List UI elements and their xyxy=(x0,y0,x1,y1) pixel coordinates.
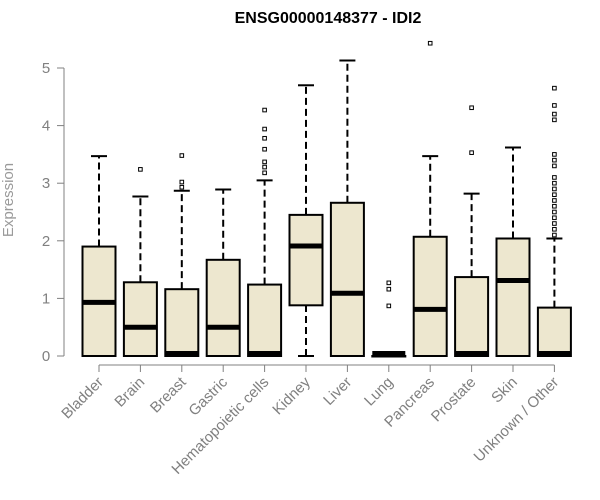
box-hematopoietic-cells xyxy=(247,107,283,357)
outlier-point xyxy=(262,146,267,152)
y-axis: 0 1 2 3 4 5 xyxy=(42,60,65,365)
box-iqr xyxy=(536,306,572,357)
outlier-point xyxy=(262,107,267,113)
y-tick-label: 2 xyxy=(42,233,50,250)
outlier-point xyxy=(552,215,557,221)
outlier-point xyxy=(179,179,185,185)
outlier-point xyxy=(262,135,267,141)
outlier-point xyxy=(469,105,474,111)
box-iqr xyxy=(288,213,324,307)
x-tick-label: Breast xyxy=(147,373,190,416)
outlier-point xyxy=(386,280,392,286)
outlier-point xyxy=(262,170,267,176)
outlier-point xyxy=(552,175,557,180)
box-iqr xyxy=(495,237,531,357)
outlier-point xyxy=(552,232,557,238)
outlier-point xyxy=(262,159,267,165)
outlier-point xyxy=(552,192,557,198)
outlier-point xyxy=(552,85,557,91)
outlier-point xyxy=(552,117,557,123)
outlier-point xyxy=(552,203,557,209)
box-unknown-other xyxy=(536,85,572,357)
outlier-point xyxy=(552,152,557,157)
outlier-point xyxy=(552,186,557,192)
box-iqr xyxy=(454,276,490,358)
box-iqr xyxy=(371,355,407,358)
outlier-point xyxy=(386,303,392,309)
outlier-point xyxy=(179,153,185,158)
box-bladder xyxy=(81,155,117,357)
outlier-point xyxy=(552,163,557,169)
x-tick-label: Prostate xyxy=(428,374,480,426)
outlier-point xyxy=(386,286,392,292)
y-tick-label: 5 xyxy=(42,60,50,77)
x-tick-label: Liver xyxy=(320,374,355,409)
outlier-point xyxy=(552,198,557,203)
box-prostate xyxy=(454,105,490,358)
outlier-point xyxy=(138,167,143,172)
box-lung xyxy=(371,280,407,358)
box-liver xyxy=(329,59,365,357)
box-iqr xyxy=(329,201,365,357)
box-iqr xyxy=(205,258,241,358)
outlier-point xyxy=(469,150,474,155)
box-pancreas xyxy=(412,40,448,358)
outlier-point xyxy=(262,126,267,132)
box-iqr xyxy=(164,288,200,357)
y-tick-label: 3 xyxy=(42,175,50,192)
x-tick-label: Skin xyxy=(488,374,521,407)
y-tick-label: 1 xyxy=(42,290,50,307)
outlier-point xyxy=(552,103,557,108)
outlier-point xyxy=(552,180,557,186)
box-kidney xyxy=(288,84,324,357)
outlier-point xyxy=(552,157,557,163)
outlier-point xyxy=(552,221,557,226)
outlier-point xyxy=(552,226,557,232)
x-tick-label: Lung xyxy=(361,374,397,410)
outlier-point xyxy=(552,209,557,215)
y-tick-label: 4 xyxy=(42,118,50,135)
box-skin xyxy=(495,146,531,357)
y-tick-label: 0 xyxy=(42,348,50,365)
box-breast xyxy=(164,153,200,357)
outlier-point xyxy=(179,184,185,190)
box-iqr xyxy=(247,283,283,357)
outlier-point xyxy=(262,164,267,170)
chart-title: ENSG00000148377 - IDI2 xyxy=(235,10,422,27)
box-iqr xyxy=(412,235,448,358)
box-iqr xyxy=(122,281,158,357)
x-tick-label: Brain xyxy=(111,374,148,411)
x-tick-label: Kidney xyxy=(269,373,314,418)
box-gastric xyxy=(205,188,241,358)
box-brain xyxy=(122,167,158,357)
y-axis-label: Expression xyxy=(0,163,17,237)
box-group xyxy=(81,40,572,358)
outlier-point xyxy=(552,111,557,117)
x-tick-label: Bladder xyxy=(58,374,107,423)
outlier-point xyxy=(427,40,433,46)
